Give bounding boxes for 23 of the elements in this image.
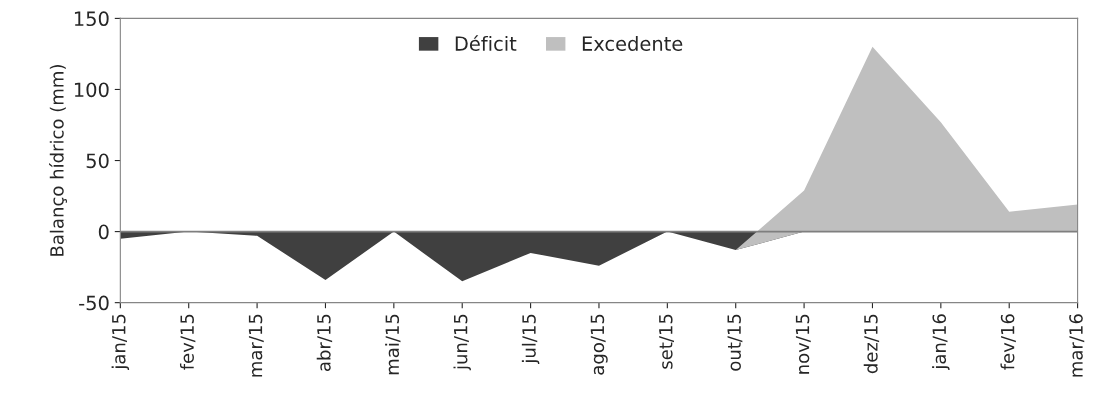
x-tick-label: abr/15 xyxy=(316,314,333,371)
x-tick-label: jul/15 xyxy=(521,314,540,364)
legend-label: Excedente xyxy=(582,35,683,51)
y-tick-label: 0 xyxy=(98,224,109,240)
y-tick-label: 150 xyxy=(74,11,109,27)
y-tick-label: 100 xyxy=(74,82,109,98)
x-tick-label: jun/15 xyxy=(453,314,471,371)
y-axis-title: Balanço hídrico (mm) xyxy=(49,65,67,256)
x-tick-label: jan/16 xyxy=(932,314,950,370)
x-tick-label: nov/15 xyxy=(795,314,811,374)
x-tick-label: fev/15 xyxy=(179,314,196,370)
legend-label: Déficit xyxy=(455,35,517,51)
x-tick-label: ago/15 xyxy=(590,314,608,375)
x-tick-label: mai/15 xyxy=(385,314,401,375)
x-tick-label: fev/16 xyxy=(1000,314,1016,370)
x-tick-label: mar/15 xyxy=(248,314,264,377)
x-tick-label: out/15 xyxy=(727,314,743,371)
x-tick-label: set/15 xyxy=(659,314,674,369)
x-tick-label: jan/15 xyxy=(111,314,130,370)
y-tick-label: 50 xyxy=(86,153,109,169)
y-tick-label: -50 xyxy=(79,295,109,311)
x-tick-label: dez/15 xyxy=(863,314,880,374)
x-tick-label: mar/16 xyxy=(1069,314,1085,377)
